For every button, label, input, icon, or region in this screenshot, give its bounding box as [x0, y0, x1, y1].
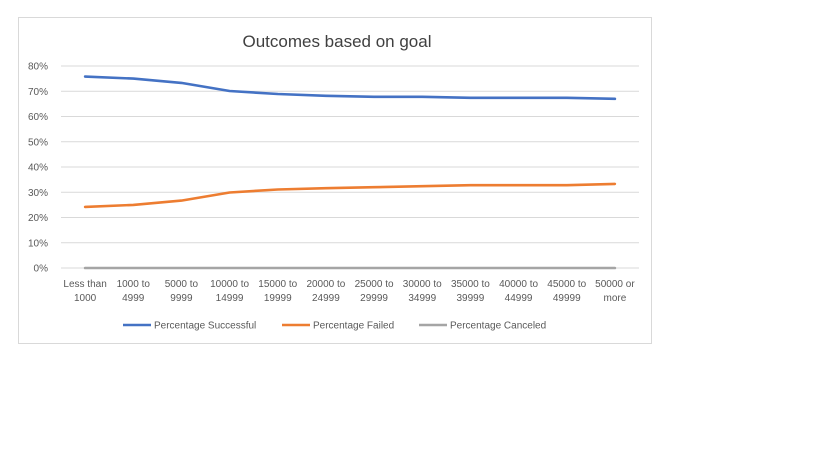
x-tick-label: 10000 to 14999 — [210, 279, 249, 304]
legend: Percentage Successful Percentage Failed Pe… — [123, 321, 546, 332]
series-line-2 — [83, 182, 617, 209]
y-tick-label: 30% — [28, 188, 48, 199]
x-tick-label: 40000 to 44999 — [499, 279, 538, 304]
x-tick-label: 5000 to 9999 — [165, 279, 199, 304]
y-axis-ticks: 0% 10% 20% 30% 40% 50% 60% 70% 80% — [28, 62, 48, 275]
x-tick-label: 25000 to 29999 — [355, 279, 394, 304]
x-tick-label: 45000 to 49999 — [547, 279, 586, 304]
y-tick-label: 20% — [28, 213, 48, 224]
x-tick-label: 20000 to 24999 — [306, 279, 345, 304]
gridlines — [61, 65, 639, 269]
x-tick-label: 30000 to 34999 — [403, 279, 442, 304]
chart-svg: Outcomes based on goal 0% 10% 20% 30% 40% 50%… — [28, 32, 639, 332]
y-tick-label: 80% — [28, 62, 48, 73]
legend-label: Percentage Successful — [154, 321, 256, 332]
y-tick-label: 0% — [34, 264, 49, 275]
chart-title: Outcomes based on goal — [242, 32, 431, 51]
legend-label: Percentage Canceled — [450, 321, 546, 332]
x-tick-label: 1000 to 4999 — [117, 279, 151, 304]
series-lines — [83, 75, 617, 270]
x-tick-label: 50000 or more — [595, 279, 635, 304]
y-tick-label: 50% — [28, 137, 48, 148]
x-tick-label: Less than 1000 — [63, 279, 106, 304]
legend-label: Percentage Failed — [313, 321, 394, 332]
x-axis-ticks: Less than 1000 1000 to 4999 5000 to 9999 10000… — [63, 279, 635, 304]
x-tick-label: 35000 to 39999 — [451, 279, 490, 304]
y-tick-label: 40% — [28, 163, 48, 174]
y-tick-label: 10% — [28, 238, 48, 249]
x-tick-label: 15000 to 19999 — [258, 279, 297, 304]
series-line-1 — [83, 75, 617, 101]
y-tick-label: 70% — [28, 87, 48, 98]
y-tick-label: 60% — [28, 112, 48, 123]
chart-frame: Outcomes based on goal 0% 10% 20% 30% 40% 50%… — [18, 17, 652, 344]
